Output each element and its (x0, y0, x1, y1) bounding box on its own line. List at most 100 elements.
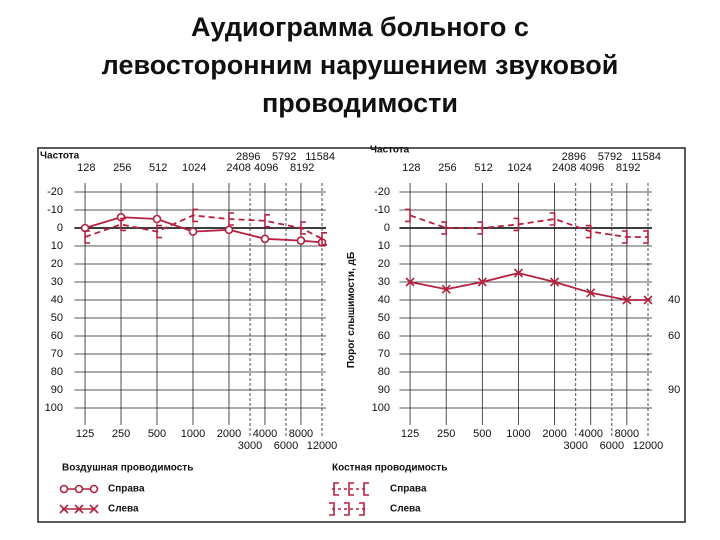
y-tick-label: -20 (374, 186, 390, 198)
top-frequency-label: 4096 (254, 162, 278, 174)
top-frequency-label: 2896 (236, 151, 260, 163)
y2-tick-label: 40 (668, 294, 680, 306)
circle (152, 214, 162, 224)
y-tick-label: 0 (384, 222, 390, 234)
bracket (329, 502, 335, 516)
marker-circle (59, 484, 69, 494)
top-frequency-label: 1024 (182, 162, 206, 174)
bracket (228, 212, 234, 226)
top-frequency-label: 11584 (631, 151, 661, 163)
title-line: Аудиограмма больного с (191, 12, 529, 42)
marker-bracket-right (441, 221, 447, 235)
marker-bracket-right (585, 224, 592, 239)
bracket (359, 502, 365, 516)
marker-circle (224, 225, 234, 235)
marker-circle (260, 234, 270, 244)
x-tick-label: 6000 (274, 440, 298, 452)
title-line: проводимости (261, 88, 458, 118)
y-tick-label: 60 (51, 330, 63, 342)
circle (89, 484, 99, 494)
marker-bracket-right (621, 230, 628, 244)
x-stroke (550, 277, 560, 287)
marker-x (89, 504, 99, 514)
marker-bracket-right (329, 502, 335, 516)
marker-circle (296, 236, 306, 245)
series-line (84, 216, 323, 244)
bracket (192, 208, 198, 223)
x-stroke (586, 288, 596, 298)
marker-x (441, 284, 451, 294)
marker-bracket-left (156, 224, 163, 239)
marker-x (405, 277, 415, 287)
y-tick-label: 100 (45, 402, 63, 414)
y-tick-label: 100 (372, 402, 390, 414)
top-frequency-label: 5792 (598, 151, 622, 163)
marker-x (550, 277, 560, 287)
x-tick-label: 3000 (238, 440, 262, 452)
marker-bracket-left (192, 208, 198, 223)
y-tick-label: 80 (51, 366, 63, 378)
marker-bracket-right (405, 208, 411, 223)
bracket (348, 482, 354, 496)
top-frequency-label: 128 (77, 162, 95, 174)
x-tick-label: 4000 (253, 428, 277, 440)
top-frequency-label: 512 (474, 162, 492, 174)
circle (59, 484, 69, 494)
marker-bracket-right (513, 217, 520, 232)
y-tick-label: -20 (47, 186, 63, 198)
top-frequency-label: 8192 (290, 162, 314, 174)
series-line (409, 214, 648, 238)
x-tick-label: 125 (76, 428, 94, 440)
bracket (156, 224, 163, 239)
marker-bracket-right (344, 502, 350, 516)
y-tick-label: 20 (378, 258, 390, 270)
marker-bracket-left (300, 221, 306, 235)
x-stroke (89, 504, 99, 514)
x-tick-label: 12000 (633, 440, 664, 452)
bracket (84, 230, 91, 244)
x-tick-label: 3000 (563, 440, 587, 452)
marker-bracket-left (84, 230, 91, 244)
marker-bracket-right (359, 502, 365, 516)
x-tick-label: 6000 (600, 440, 624, 452)
bracket (333, 482, 339, 496)
marker-bracket-right (643, 230, 649, 244)
circle (224, 225, 234, 235)
bracket (321, 232, 327, 246)
circle (260, 234, 270, 244)
bracket (549, 212, 556, 226)
marker-bracket-left (363, 482, 369, 496)
circle (74, 484, 84, 494)
marker-bracket-left (348, 482, 354, 496)
top-frequency-label: 11584 (305, 151, 335, 163)
x-tick-label: 12000 (307, 440, 338, 452)
top-title: Частота (40, 151, 80, 162)
top-frequency-label: 128 (402, 162, 420, 174)
marker-x (622, 295, 632, 305)
y-tick-label: 90 (378, 384, 390, 396)
x-tick-label: 2000 (217, 428, 241, 440)
y-tick-label: 70 (51, 348, 63, 360)
y-tick-label: 80 (378, 366, 390, 378)
y-tick-label: 10 (378, 240, 390, 252)
top-frequency-label: 8192 (616, 162, 640, 174)
series-line (409, 272, 648, 301)
x-stroke (441, 284, 451, 294)
marker-bracket-left (120, 217, 127, 232)
y-tick-label: 30 (51, 276, 63, 288)
series-line (84, 214, 323, 240)
marker-x (513, 268, 524, 278)
x-tick-label: 8000 (289, 428, 313, 440)
x-tick-label: 4000 (578, 428, 602, 440)
x-stroke (643, 295, 653, 305)
top-frequency-label: 1024 (507, 162, 531, 174)
y-tick-label: 10 (51, 240, 63, 252)
bracket (585, 224, 592, 239)
top-frequency-label: 512 (149, 162, 167, 174)
bracket (643, 230, 649, 244)
circle (296, 236, 306, 245)
y-tick-label: 20 (51, 258, 63, 270)
y-tick-label: 90 (51, 384, 63, 396)
